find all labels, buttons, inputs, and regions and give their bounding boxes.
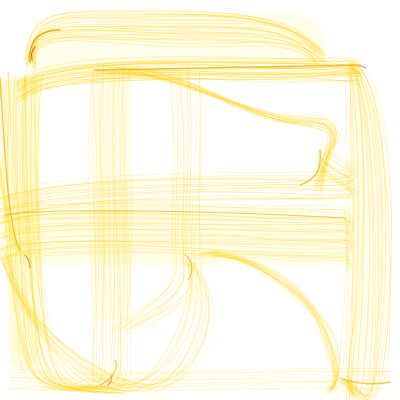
flame-fractal-artwork (0, 0, 400, 400)
